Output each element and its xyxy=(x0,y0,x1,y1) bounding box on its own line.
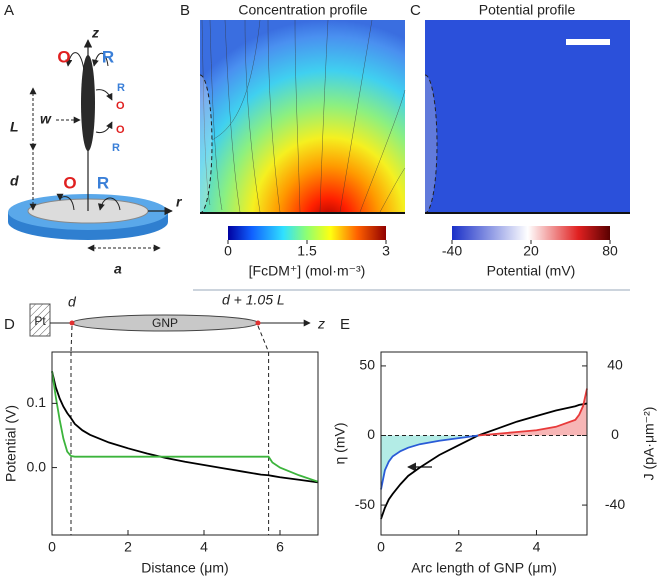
line xyxy=(380,434,479,490)
colorbar-label: Potential (mV) xyxy=(487,263,576,279)
y2-tick-label: 40 xyxy=(607,357,623,373)
y2-tick-label: -40 xyxy=(605,496,625,512)
plot-frame xyxy=(380,351,588,536)
colorbar xyxy=(452,226,610,240)
colorbar-tick-label: 80 xyxy=(602,243,618,259)
connector xyxy=(70,325,73,353)
particle-label: GNP xyxy=(152,316,178,330)
scale-bar xyxy=(566,39,610,45)
x-tick-label: 2 xyxy=(455,539,463,555)
electrode xyxy=(29,303,51,337)
colorbar-tick-label: -40 xyxy=(442,243,462,259)
colorbar-label: [FcDM⁺] (mol·m⁻³) xyxy=(249,263,366,279)
panel-label: A xyxy=(4,2,14,19)
axis-label: r xyxy=(176,194,183,210)
species-label: O xyxy=(57,47,70,66)
dimension-label: w xyxy=(40,111,52,127)
colorbar-tick-label: 1.5 xyxy=(297,243,317,259)
y-axis-title: η (mV) xyxy=(332,423,348,465)
panel-title: Concentration profile xyxy=(238,2,367,18)
endpoint-label: d xyxy=(68,294,77,310)
endpoint xyxy=(255,320,261,326)
x-tick-label: 0 xyxy=(48,539,56,555)
y-tick-label: 50 xyxy=(359,357,375,373)
species-label: R xyxy=(117,82,125,94)
x-tick-label: 6 xyxy=(276,539,284,555)
panel-label: B xyxy=(180,2,190,19)
species-label: R xyxy=(102,47,114,66)
panel-title: Potential profile xyxy=(479,2,576,18)
line xyxy=(478,388,588,437)
x-axis-title: Distance (μm) xyxy=(141,560,228,576)
y2-tick-label: 0 xyxy=(611,426,619,442)
colorbar-tick-label: 0 xyxy=(224,243,232,259)
line xyxy=(51,371,319,484)
x-tick-label: 2 xyxy=(124,539,132,555)
axis-label: z xyxy=(317,316,325,332)
species-label: O xyxy=(116,124,125,136)
y-tick-label: 0 xyxy=(367,426,375,442)
x-tick-label: 0 xyxy=(377,539,385,555)
connector xyxy=(257,325,270,353)
panel-label: C xyxy=(410,2,421,19)
heatmap xyxy=(200,20,405,213)
colorbar-tick-label: 20 xyxy=(523,243,539,259)
endpoint xyxy=(69,320,75,326)
species-label: O xyxy=(63,173,76,192)
endpoint-label: d + 1.05 L xyxy=(222,292,285,308)
x-tick-label: 4 xyxy=(533,539,541,555)
panel-label: E xyxy=(340,316,350,333)
dimension-label: L xyxy=(10,119,19,135)
colorbar xyxy=(228,226,386,240)
y-tick-label: -50 xyxy=(355,496,375,512)
x-axis-title: Arc length of GNP (μm) xyxy=(411,560,557,576)
line xyxy=(380,402,588,520)
dimension-label: a xyxy=(114,261,122,277)
dimension-label: d xyxy=(10,173,19,189)
particle-outline xyxy=(199,74,213,214)
species-label: O xyxy=(116,100,125,112)
line xyxy=(51,371,319,483)
panel-label: D xyxy=(4,316,15,333)
area xyxy=(478,388,587,436)
y-axis-title: Potential (V) xyxy=(3,405,19,482)
species-label: R xyxy=(112,142,120,154)
x-tick-label: 4 xyxy=(200,539,208,555)
colorbar-tick-label: 3 xyxy=(382,243,390,259)
electrode-label: Pt xyxy=(34,314,46,328)
y2-axis-title: J (pA·μm⁻²) xyxy=(641,407,657,481)
y-tick-label: 0.1 xyxy=(27,394,47,410)
particle-outline xyxy=(424,74,438,214)
y-tick-label: 0.0 xyxy=(27,458,47,474)
axis-label: z xyxy=(91,25,99,41)
diagram xyxy=(8,39,173,252)
streamlines xyxy=(201,19,406,213)
plot-frame xyxy=(51,351,319,536)
species-label: R xyxy=(97,173,109,192)
